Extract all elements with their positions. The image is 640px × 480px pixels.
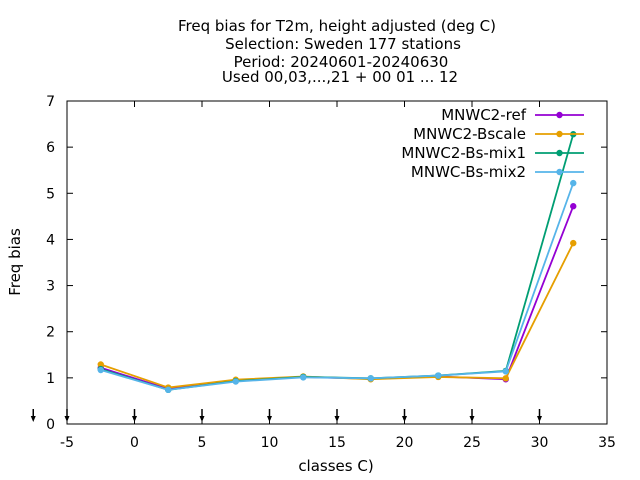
data-point: [97, 366, 104, 374]
series-line-1: [100, 242, 575, 389]
legend-marker: [556, 111, 563, 119]
data-point: [367, 375, 374, 382]
marker-arrowhead: [537, 416, 542, 422]
marker-arrowhead: [469, 416, 475, 422]
data-point: [300, 374, 307, 381]
marker-arrowhead: [30, 416, 36, 422]
data-point: [165, 386, 172, 394]
legend-marker: [556, 168, 563, 176]
title-line-3: Period: 20240601-20240630: [234, 53, 449, 71]
series-line-3: [100, 182, 575, 391]
x-tick-label: 25: [463, 435, 481, 451]
legend-label: MNWC2-ref: [441, 106, 526, 124]
x-axis-ticks: -5 0 5 10 15 20 25 30 35: [60, 101, 616, 451]
y-tick-label: 4: [46, 232, 55, 248]
marker-arrowhead: [267, 416, 272, 422]
y-axis-ticks: 0 1 2 3 4 5 6 7: [46, 94, 607, 433]
series-lines: [97, 131, 577, 394]
y-tick-label: 5: [46, 186, 55, 202]
x-axis-label: classes C): [298, 457, 373, 475]
title-line-4: Used 00,03,...,21 + 00 01 ... 12: [222, 68, 458, 86]
series-line-0: [100, 205, 575, 390]
marker-arrowhead: [132, 416, 137, 422]
x-tick-label: 30: [531, 435, 549, 451]
data-point: [570, 203, 577, 210]
x-tick-label: 5: [198, 435, 207, 451]
x-tick-label: 20: [396, 435, 414, 451]
y-tick-label: 6: [46, 140, 55, 156]
y-tick-label: 0: [46, 417, 55, 433]
y-tick-label: 2: [46, 325, 55, 341]
below-axis-markers: [30, 409, 542, 422]
data-point: [570, 179, 577, 187]
marker-arrowhead: [402, 416, 407, 422]
legend: MNWC2-refMNWC2-BscaleMNWC2-Bs-mix1MNWC-B…: [401, 106, 584, 181]
y-tick-label: 3: [46, 279, 55, 295]
x-tick-label: 15: [328, 435, 346, 451]
y-tick-label: 7: [46, 94, 55, 110]
data-point: [570, 239, 577, 247]
data-point: [502, 368, 509, 375]
legend-marker: [556, 149, 563, 157]
plot-frame: [66, 100, 608, 425]
chart-title: Freq bias for T2m, height adjusted (deg …: [178, 17, 496, 86]
marker-arrowhead: [334, 416, 340, 422]
x-tick-label: 0: [130, 435, 139, 451]
marker-arrowhead: [199, 416, 205, 422]
x-tick-label: 35: [598, 435, 616, 451]
title-line-1: Freq bias for T2m, height adjusted (deg …: [178, 17, 496, 35]
data-point: [502, 375, 509, 382]
y-axis-label: Freq bias: [6, 228, 24, 296]
x-tick-label: 10: [261, 435, 279, 451]
legend-label: MNWC-Bs-mix2: [411, 163, 526, 181]
title-line-2: Selection: Sweden 177 stations: [225, 35, 461, 53]
x-tick-label: -5: [60, 435, 74, 451]
data-point: [97, 361, 104, 368]
data-point: [232, 378, 239, 385]
legend-label: MNWC2-Bs-mix1: [401, 144, 526, 162]
data-point: [435, 372, 442, 379]
legend-marker: [556, 130, 563, 138]
marker-arrowhead: [64, 416, 70, 422]
legend-label: MNWC2-Bscale: [413, 125, 526, 143]
y-tick-label: 1: [46, 371, 55, 387]
